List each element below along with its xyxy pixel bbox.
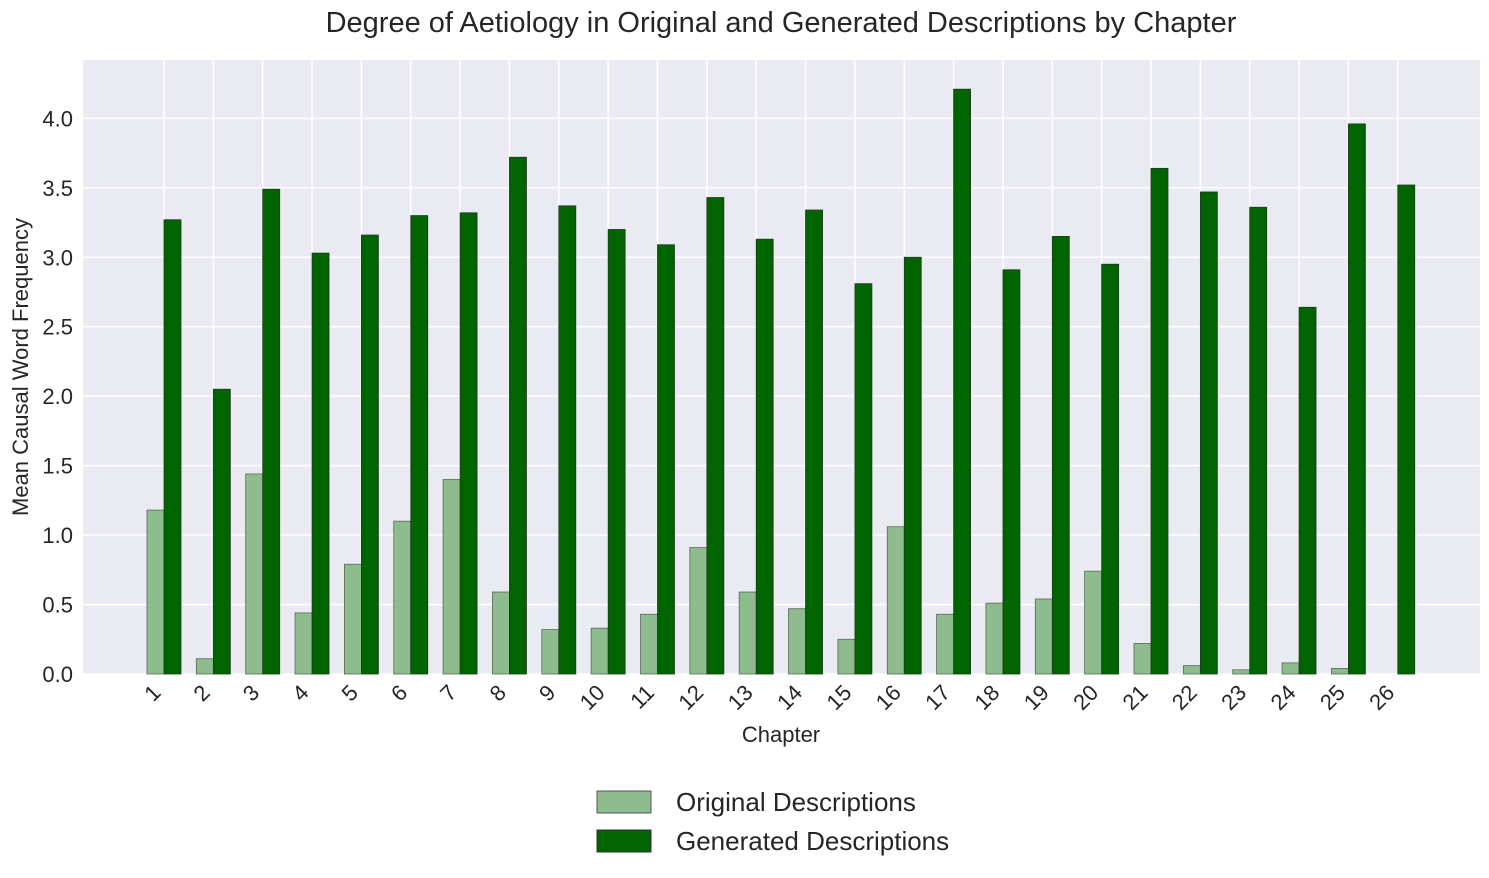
x-tick-label: 19 (1019, 680, 1054, 715)
x-tick-label: 25 (1315, 680, 1350, 715)
y-axis-label: Mean Causal Word Frequency (8, 218, 33, 516)
bar-generated (1348, 123, 1366, 675)
bar-original (393, 520, 412, 675)
bar-generated (262, 188, 281, 675)
y-axis: 0.0 0.5 1.0 1.5 2.0 2.5 3.0 3.5 4.0 (42, 106, 73, 687)
x-tick-label: 6 (386, 680, 412, 706)
y-tick-label: 4.0 (42, 106, 73, 131)
x-tick-label: 4 (287, 680, 313, 706)
bar-original (689, 547, 708, 675)
x-tick-label: 9 (534, 680, 560, 706)
x-tick-label: 23 (1216, 680, 1251, 715)
bar-generated (1002, 269, 1021, 675)
y-tick-label: 2.0 (42, 384, 73, 409)
x-tick-label: 26 (1364, 680, 1399, 715)
bar-generated (805, 209, 823, 675)
bar-generated (755, 238, 774, 675)
x-tick-label: 24 (1266, 680, 1301, 715)
x-tick-label: 3 (238, 680, 264, 706)
bar-original (640, 613, 658, 675)
bar-original (1331, 668, 1349, 675)
y-tick-label: 0.5 (42, 593, 73, 618)
bar-original (985, 602, 1004, 675)
x-tick-label: 16 (871, 680, 906, 715)
bar-generated (311, 252, 330, 675)
bar-original (788, 608, 806, 675)
y-tick-label: 1.5 (42, 454, 73, 479)
bar-generated (360, 234, 379, 675)
bar-original (442, 479, 461, 675)
bar-original (1034, 598, 1053, 675)
legend-swatch-generated (596, 829, 652, 853)
bar-generated (509, 156, 527, 675)
legend: Original Descriptions Generated Descript… (596, 787, 949, 856)
bar-generated (953, 88, 971, 675)
legend-label-original: Original Descriptions (676, 787, 916, 817)
bar-generated (706, 197, 725, 675)
x-tick-label: 1 (139, 680, 165, 706)
y-tick-label: 3.0 (42, 245, 73, 270)
chart-title: Degree of Aetiology in Original and Gene… (326, 7, 1237, 39)
bar-original (1084, 570, 1103, 675)
x-tick-label: 13 (723, 680, 758, 715)
bar-original (738, 591, 757, 675)
x-tick-label: 15 (821, 680, 856, 715)
x-tick-label: 17 (920, 680, 955, 715)
bar-original (1281, 662, 1300, 675)
x-tick-label: 12 (673, 680, 708, 715)
bar-generated (459, 212, 478, 675)
bar-original (195, 658, 214, 675)
x-tick-label: 14 (772, 680, 807, 715)
x-tick-label: 20 (1068, 680, 1103, 715)
bar-original (343, 563, 362, 675)
bar-generated (903, 256, 922, 675)
bar-original (146, 509, 165, 675)
bar-original (936, 613, 954, 675)
x-tick-label: 2 (189, 680, 215, 706)
bar-generated (410, 215, 429, 675)
bar-generated (1298, 306, 1317, 675)
bar-generated (163, 219, 182, 675)
y-tick-label: 0.0 (42, 662, 73, 687)
plot-area (83, 60, 1480, 674)
bar-original (1182, 665, 1201, 675)
legend-label-generated: Generated Descriptions (676, 826, 949, 856)
bar-generated (1101, 263, 1120, 675)
x-tick-label: 7 (435, 680, 461, 706)
bar-original (541, 629, 560, 675)
bar-generated (657, 244, 675, 675)
x-tick-label: 11 (625, 680, 659, 714)
bar-generated (1249, 206, 1268, 675)
bar-original (492, 591, 510, 675)
bar-generated (1397, 184, 1416, 675)
x-tick-label: 21 (1118, 680, 1153, 715)
y-tick-label: 2.5 (42, 315, 73, 340)
bar-original (1232, 669, 1251, 675)
bar-original (590, 627, 609, 675)
x-tick-label: 18 (969, 680, 1004, 715)
bars (146, 88, 1416, 675)
bar-original (245, 473, 264, 675)
bar-generated (1150, 167, 1169, 675)
x-axis: 1 2 3 4 5 6 7 8 9 10 11 12 13 14 15 16 17 18 19 20 21 22 23 24 2… (139, 680, 1399, 715)
y-tick-label: 3.5 (42, 176, 73, 201)
x-tick-label: 5 (337, 680, 363, 706)
bar-original (294, 612, 313, 675)
x-tick-label: 8 (485, 680, 511, 706)
legend-swatch-original (596, 790, 652, 814)
bar-original (1133, 643, 1152, 675)
bar-original (886, 526, 905, 675)
bar-generated (212, 388, 231, 675)
bar-generated (607, 229, 626, 675)
x-axis-label: Chapter (742, 722, 820, 747)
bar-generated (1199, 191, 1218, 675)
bar-generated (1051, 236, 1070, 675)
y-tick-label: 1.0 (42, 523, 73, 548)
x-tick-label: 22 (1167, 680, 1202, 715)
bar-generated (558, 205, 577, 675)
bar-original (837, 638, 856, 675)
x-tick-label: 10 (575, 680, 610, 715)
bar-generated (854, 283, 873, 675)
